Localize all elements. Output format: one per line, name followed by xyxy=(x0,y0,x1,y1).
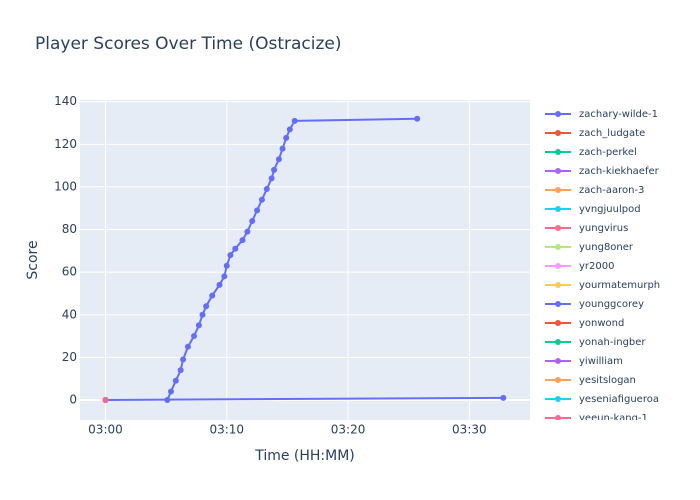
legend-marker xyxy=(555,111,561,117)
legend-marker xyxy=(555,282,561,288)
legend-label[interactable]: zachary-wilde-1 xyxy=(579,109,658,120)
y-tick-label: 80 xyxy=(62,222,77,236)
data-point xyxy=(209,292,216,299)
data-point xyxy=(239,237,246,244)
legend-label[interactable]: yung8oner xyxy=(579,242,634,253)
legend-label[interactable]: yr2000 xyxy=(579,261,614,272)
legend-label[interactable]: yourmatemurph xyxy=(579,280,660,291)
data-point xyxy=(283,134,290,141)
legend-label[interactable]: zach-perkel xyxy=(579,147,637,158)
data-point xyxy=(286,126,293,133)
legend-label[interactable]: yeeun-kang-1 xyxy=(579,413,648,424)
data-point xyxy=(221,273,228,280)
legend-label[interactable]: yungvirus xyxy=(579,223,628,234)
grid xyxy=(80,100,530,420)
data-point xyxy=(414,115,421,122)
data-point xyxy=(167,388,174,395)
legend-marker xyxy=(555,339,561,345)
y-tick-label: 60 xyxy=(62,265,77,279)
legend: zachary-wilde-1 zach_ludgate zach-perkel za… xyxy=(545,109,660,424)
legend-label[interactable]: yonah-ingber xyxy=(579,337,646,348)
data-point xyxy=(271,166,278,173)
data-point xyxy=(195,322,202,329)
x-tick-label: 03:10 xyxy=(209,423,244,437)
y-tick-label: 120 xyxy=(54,137,77,151)
legend-label[interactable]: yonwond xyxy=(579,318,624,329)
legend-label[interactable]: zach_ludgate xyxy=(579,128,645,139)
data-point xyxy=(268,175,275,182)
data-point xyxy=(275,156,282,163)
data-point xyxy=(203,303,210,310)
data-point xyxy=(500,394,507,401)
legend-label[interactable]: yvngjuulpod xyxy=(579,204,641,215)
data-point xyxy=(191,333,198,340)
data-point xyxy=(244,228,251,235)
data-point xyxy=(249,218,256,225)
y-tick-label: 0 xyxy=(69,392,77,406)
data-point xyxy=(216,281,223,288)
legend-label[interactable]: yesitslogan xyxy=(579,375,636,386)
chart-title: Player Scores Over Time (Ostracize) xyxy=(35,34,342,54)
data-point xyxy=(291,117,298,124)
data-point xyxy=(184,343,191,350)
x-tick-label: 03:20 xyxy=(331,423,366,437)
data-point xyxy=(254,207,261,214)
data-point xyxy=(227,252,234,259)
x-tick-label: 03:00 xyxy=(88,423,123,437)
data-point xyxy=(263,186,270,193)
x-axis-title: Time (HH:MM) xyxy=(254,448,355,464)
x-tick-label: 03:30 xyxy=(452,423,487,437)
data-point xyxy=(232,245,239,252)
legend-marker xyxy=(555,149,561,155)
y-tick-label: 100 xyxy=(54,179,77,193)
y-tick-label: 40 xyxy=(62,307,77,321)
data-point xyxy=(177,367,184,374)
legend-marker xyxy=(555,206,561,212)
legend-marker xyxy=(555,168,561,174)
legend-marker xyxy=(555,301,561,307)
data-point xyxy=(199,311,206,318)
legend-marker xyxy=(555,377,561,383)
legend-marker xyxy=(555,130,561,136)
y-tick-label: 20 xyxy=(62,350,77,364)
legend-marker xyxy=(555,415,561,420)
legend-marker xyxy=(555,244,561,250)
data-point xyxy=(172,377,179,384)
legend-marker xyxy=(555,263,561,269)
y-axis-title: Score xyxy=(25,240,41,279)
legend-label[interactable]: yeseniafigueroa xyxy=(579,394,659,405)
data-point xyxy=(102,396,109,403)
legend-label[interactable]: younggcorey xyxy=(579,299,644,310)
series-line xyxy=(105,396,504,401)
legend-label[interactable]: zach-aaron-3 xyxy=(579,185,644,196)
legend-marker xyxy=(555,396,561,402)
data-point xyxy=(279,145,286,152)
legend-label[interactable]: zach-kiekhaefer xyxy=(579,166,660,177)
legend-marker xyxy=(555,320,561,326)
y-tick-label: 140 xyxy=(54,94,77,108)
plot-area xyxy=(80,100,530,420)
data-point xyxy=(223,262,230,269)
data-point xyxy=(180,356,187,363)
legend-marker xyxy=(555,225,561,231)
data-point xyxy=(258,196,265,203)
plot xyxy=(102,115,507,403)
legend-marker xyxy=(555,358,561,364)
legend-marker xyxy=(555,187,561,193)
legend-label[interactable]: yiwilliam xyxy=(579,356,623,367)
